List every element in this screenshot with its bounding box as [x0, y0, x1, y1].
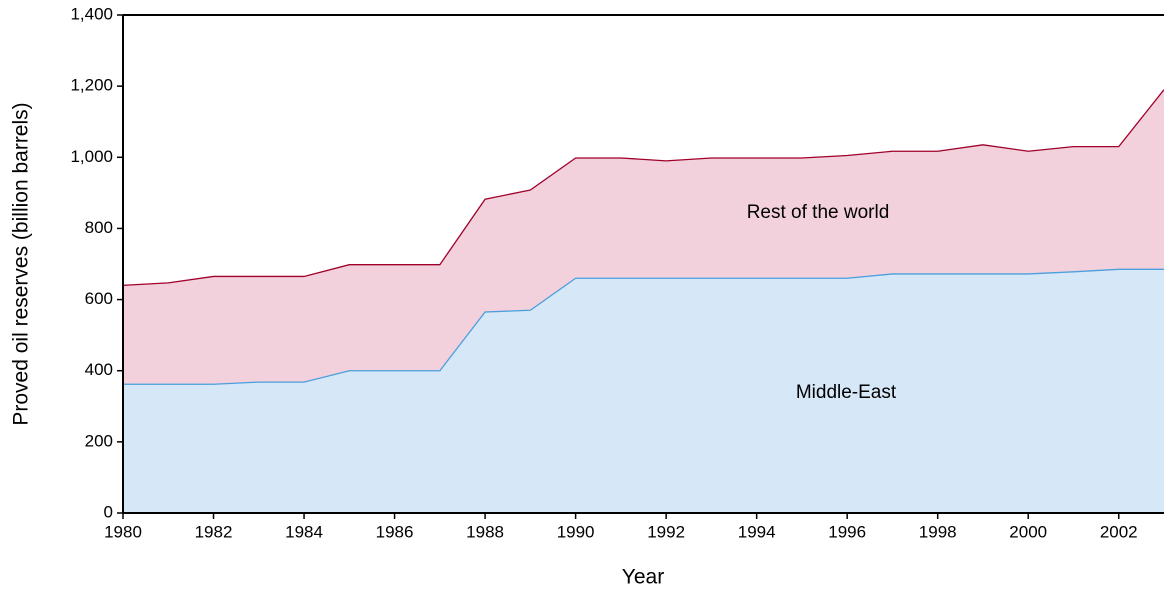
y-tick-label: 1,400 — [70, 4, 113, 23]
x-tick-label: 1992 — [647, 522, 685, 541]
x-tick-label: 1996 — [828, 522, 866, 541]
series-line — [123, 268, 1164, 385]
x-tick-label: 1980 — [104, 522, 142, 541]
x-tick-label: 1998 — [919, 522, 957, 541]
x-tick-label: 2002 — [1100, 522, 1138, 541]
x-tick-label: 2000 — [1009, 522, 1047, 541]
y-tick-label: 800 — [85, 218, 113, 237]
x-tick-label: 1982 — [195, 522, 233, 541]
area-label: Middle-East — [796, 382, 897, 403]
y-tick-label: 1,000 — [70, 147, 113, 166]
series-line — [122, 89, 1164, 286]
x-tick-label: 1990 — [557, 522, 595, 541]
y-tick-label: 1,200 — [70, 76, 113, 95]
area — [123, 269, 1164, 513]
y-tick-label: 600 — [85, 289, 113, 308]
area — [123, 89, 1164, 385]
x-axis-title: Year — [622, 566, 664, 589]
y-tick-label: 200 — [85, 431, 113, 450]
x-tick-label: 1994 — [738, 522, 776, 541]
y-tick-label: 400 — [85, 360, 113, 379]
x-tick-label: 1988 — [466, 522, 504, 541]
y-tick-label: 0 — [104, 502, 113, 521]
x-tick-label: 1986 — [376, 522, 414, 541]
area-label: Rest of the world — [747, 202, 890, 223]
y-axis-title: Proved oil reserves (billion barrels) — [10, 102, 33, 425]
x-tick-label: 1984 — [285, 522, 323, 541]
